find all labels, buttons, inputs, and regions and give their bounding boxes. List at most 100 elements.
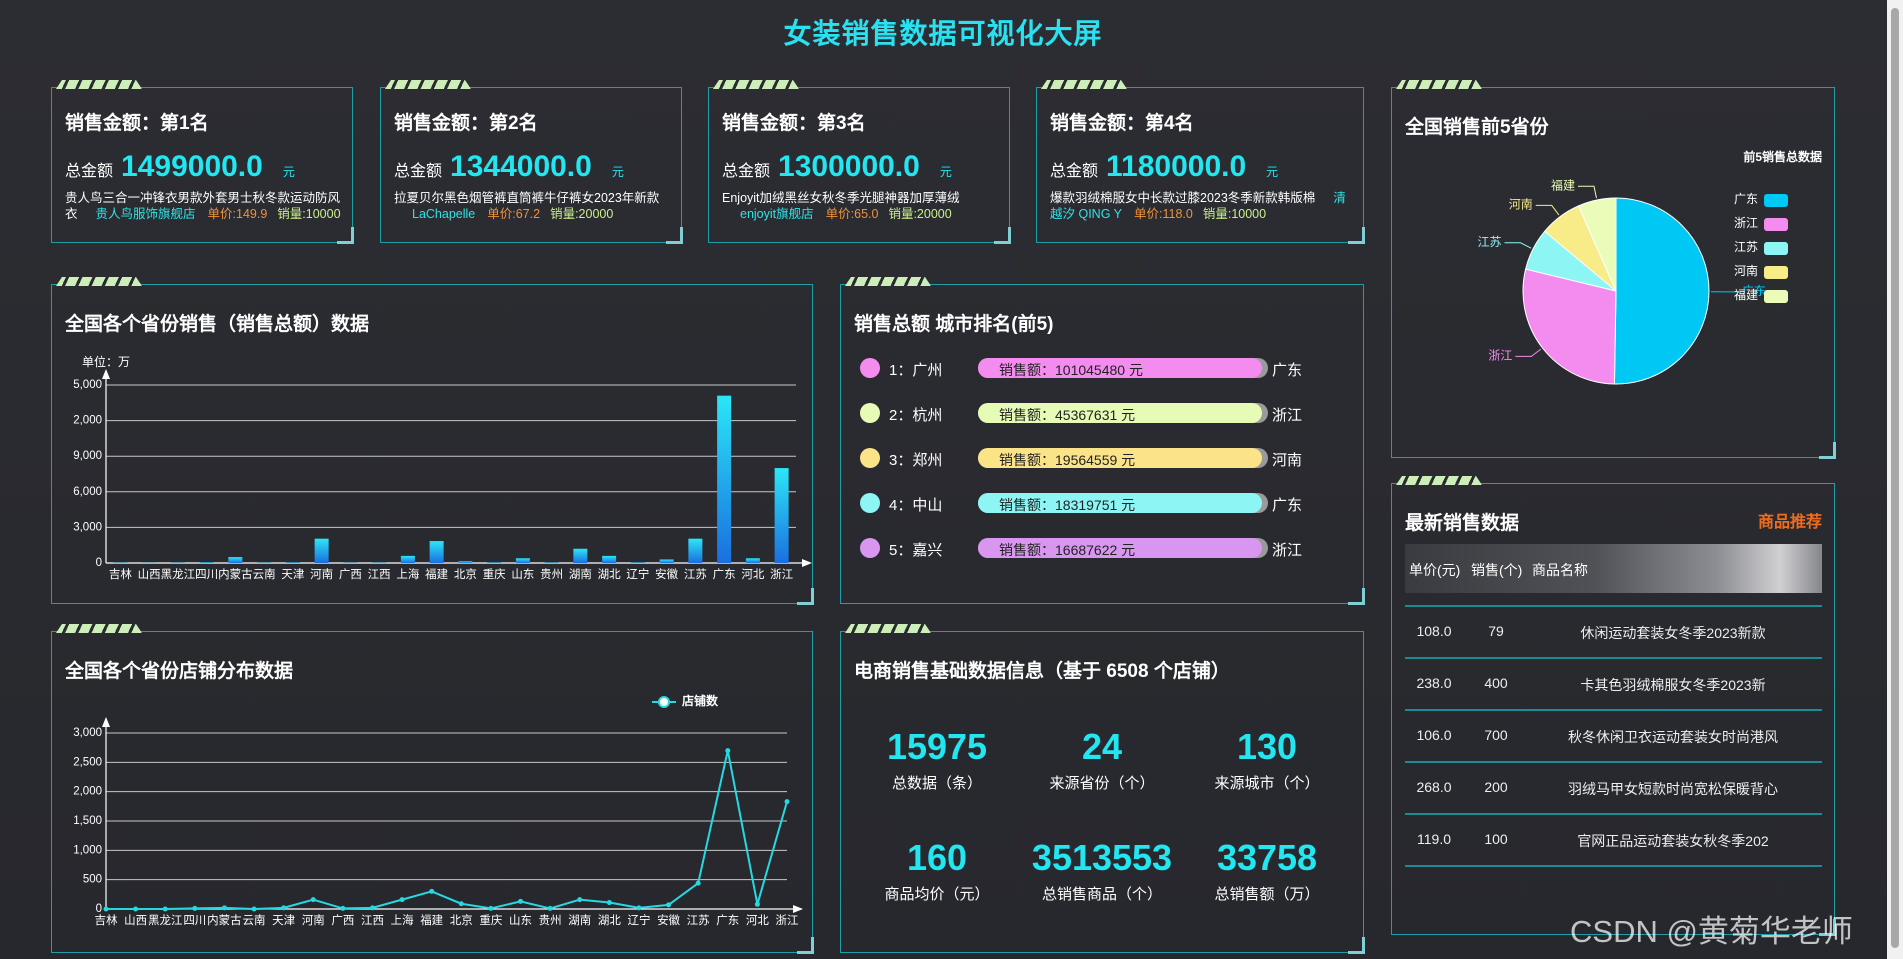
bar	[314, 538, 329, 563]
header-cell: 单价(元)	[1409, 562, 1461, 578]
table-cell: 秋冬休闲卫衣运动套装女时尚港风	[1568, 729, 1778, 745]
total-label: 总金额	[1050, 163, 1099, 180]
rank-city: 2：杭州	[889, 407, 943, 424]
x-tick-label: 天津	[281, 568, 304, 581]
x-tick-label: 黑龙江	[161, 568, 196, 581]
x-tick-label: 河南	[302, 913, 325, 927]
rank-bar-fill	[978, 538, 1262, 558]
rank-bar-fill	[978, 448, 1262, 468]
table-cell: 官网正品运动套装女秋冬季202	[1577, 833, 1769, 849]
amount: 1344000.0	[450, 150, 592, 183]
x-tick-label: 河南	[310, 567, 333, 581]
stat-value: 3513553	[1031, 837, 1173, 878]
card-desc: 爆款羽绒棉服女中长款过膝2023冬季新款韩版棉 清越汐 QING Y 单价:118.…	[1050, 190, 1354, 222]
rank-dot	[860, 403, 880, 423]
point	[429, 888, 435, 894]
amount: 1499000.0	[121, 150, 263, 183]
amount-row: 总金额 1180000.0 元	[1050, 150, 1278, 184]
header-cell: 商品名称	[1532, 562, 1588, 578]
rank-province: 浙江	[1272, 542, 1303, 559]
x-tick-label: 贵州	[539, 914, 562, 927]
x-tick-label: 安徽	[657, 913, 680, 927]
x-tick-label: 湖北	[598, 913, 621, 927]
legend-swatch	[1764, 218, 1788, 231]
row-separator	[1405, 865, 1822, 867]
panel: 全国各个省份销售（销售总额）数据 单位：万 0 3,000 6,000 9,000 12,…	[51, 284, 814, 605]
slice-label: 广东	[1742, 284, 1766, 298]
bar	[573, 548, 588, 563]
x-tick-label: 福建	[420, 913, 443, 927]
point	[251, 906, 257, 912]
rank-province: 广东	[1272, 497, 1303, 514]
bar	[458, 561, 473, 563]
x-tick-label: 贵州	[540, 568, 563, 581]
x-tick-label: 广西	[339, 568, 362, 581]
point	[518, 898, 524, 904]
price: 单价:149.9	[207, 207, 268, 221]
x-tick-label: 天津	[272, 914, 295, 927]
bar	[515, 558, 530, 563]
stat-value: 24	[1081, 726, 1123, 767]
card-title: 销售金额：第4名	[1050, 113, 1194, 134]
rank-dot	[860, 538, 880, 558]
y-tick-label: 1,500	[73, 815, 102, 827]
price: 单价:118.0	[1134, 207, 1193, 221]
bar	[717, 395, 732, 563]
product-desc: 贵人鸟三合一冲锋衣男款外套男士秋冬款运动防风衣	[65, 191, 341, 221]
x-tick-label: 重庆	[483, 567, 506, 581]
watermark: CSDN @黄菊华老师	[1570, 914, 1853, 949]
point	[281, 905, 287, 911]
x-tick-label: 四川	[183, 914, 206, 927]
slice-label: 河南	[1509, 197, 1533, 212]
x-tick-label: 山西	[138, 568, 161, 581]
table-cell: 119.0	[1417, 831, 1451, 847]
x-tick-label: 黑龙江	[148, 914, 183, 927]
card: 销售金额：第2名 总金额 1344000.0 元拉夏贝尔黑色烟管裤直筒裤牛仔裤女202…	[380, 87, 683, 244]
x-tick-label: 山东	[511, 568, 534, 581]
table-cell: 700	[1484, 727, 1508, 743]
scrollbar-thumb[interactable]	[1891, 8, 1899, 948]
point	[488, 905, 494, 911]
point	[221, 905, 227, 911]
stat-value: 33758	[1216, 837, 1318, 878]
panel-title: 全国销售前5省份	[1405, 117, 1549, 138]
legend-swatch	[1764, 242, 1788, 255]
row-separator	[1405, 657, 1822, 659]
x-tick-label: 江西	[361, 914, 384, 927]
pie-slice	[1577, 197, 1617, 292]
slice-label: 浙江	[1488, 349, 1512, 363]
y-tick-label: 3,000	[73, 521, 102, 533]
x-tick-label: 安徽	[655, 567, 678, 581]
x-tick-label: 四川	[195, 568, 218, 581]
y-tick-label: 1,000	[73, 844, 102, 856]
panel: 最新销售数据 商品推荐 单价(元) 销售(个) 商品名称 108.0 79 休闲运动套装女…	[1391, 483, 1836, 936]
x-tick-label: 云南	[243, 913, 266, 927]
card: 销售金额：第3名 总金额 1300000.0 元 Enjoyit加绒黑丝女秋冬季光腿神器…	[708, 87, 1011, 244]
stat-value: 160	[906, 837, 968, 878]
point	[695, 880, 701, 886]
table-cell: 卡其色羽绒棉服女冬季2023新	[1580, 677, 1766, 693]
x-tick-label: 广西	[331, 914, 354, 927]
x-tick-label: 内蒙古	[207, 913, 242, 927]
legend-swatch	[1764, 194, 1788, 207]
y-tick-label: 12,000	[67, 415, 102, 427]
bar	[630, 562, 645, 563]
rank-bar: 销售额：19564559 元	[978, 448, 1268, 468]
rank-city: 3：郑州	[889, 452, 943, 469]
card-title: 销售金额：第1名	[65, 113, 209, 134]
panel: 电商销售基础数据信息（基于 6508 个店铺） 15975 总数据（条） 24 来源省…	[840, 631, 1365, 954]
legend-label: 浙江	[1734, 216, 1758, 230]
sales: 销量:10000	[1202, 207, 1267, 221]
rank-sales: 销售额：45367631 元	[999, 407, 1136, 423]
point	[133, 906, 139, 912]
row-separator	[1405, 709, 1822, 711]
table-cell: 108.0	[1416, 623, 1452, 639]
amount: 1300000.0	[778, 150, 920, 183]
y-tick-label: 2,500	[73, 756, 102, 768]
header-cell: 销售(个)	[1471, 562, 1523, 578]
point	[103, 906, 109, 912]
scrollbar[interactable]	[1887, 0, 1903, 959]
y-tick-label: 0	[96, 903, 102, 915]
point	[340, 905, 346, 911]
